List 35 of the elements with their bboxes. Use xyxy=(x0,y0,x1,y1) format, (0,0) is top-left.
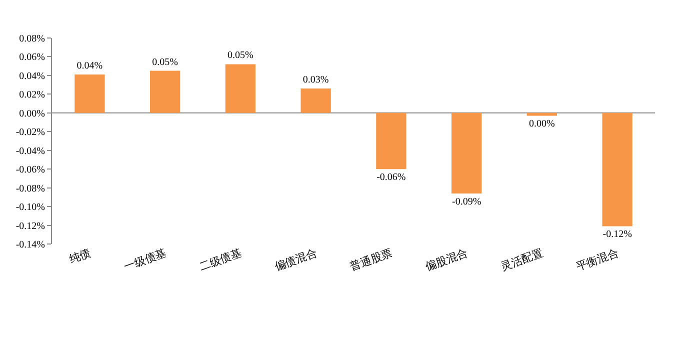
y-tick-label: 0.08% xyxy=(19,34,45,44)
bar xyxy=(74,74,105,113)
data-label: 0.05% xyxy=(152,56,178,68)
data-label: 0.04% xyxy=(76,60,103,72)
bar xyxy=(451,112,482,194)
y-tick-label: -0.12% xyxy=(16,220,45,232)
bar xyxy=(150,70,180,113)
bar xyxy=(376,112,406,170)
y-tick-label: -0.10% xyxy=(16,202,45,214)
data-label: -0.12% xyxy=(602,229,632,240)
data-label: 0.00% xyxy=(529,118,555,130)
x-tick-label: 灵活配置 xyxy=(499,247,545,274)
y-tick-label: 0.06% xyxy=(19,52,45,64)
x-tick-label: 一级债基 xyxy=(122,246,168,274)
data-label: 0.03% xyxy=(302,74,329,86)
y-tick-label: -0.04% xyxy=(16,146,45,157)
y-tick-label: -0.02% xyxy=(16,127,45,138)
bar xyxy=(300,88,331,113)
bar xyxy=(602,112,632,226)
x-tick-label: 平衡混合 xyxy=(574,246,620,274)
y-tick-label: -0.06% xyxy=(16,164,45,176)
y-tick-label: 0.00% xyxy=(19,108,45,120)
data-label: -0.06% xyxy=(376,172,406,184)
bar xyxy=(225,64,256,113)
y-tick-label: -0.08% xyxy=(16,183,45,194)
x-tick-label: 普通股票 xyxy=(348,246,394,274)
x-tick-label: 偏债混合 xyxy=(272,246,319,274)
data-label: 0.05% xyxy=(228,50,254,62)
data-label: -0.09% xyxy=(452,196,482,208)
y-tick-label: 0.02% xyxy=(19,90,45,101)
y-tick-label: 0.04% xyxy=(19,70,45,82)
x-tick-label: 偏股混合 xyxy=(424,246,470,274)
y-tick-label: -0.14% xyxy=(16,240,45,250)
x-tick-label: 二级债基 xyxy=(198,246,244,274)
x-tick-label: 纯债 xyxy=(68,247,93,266)
